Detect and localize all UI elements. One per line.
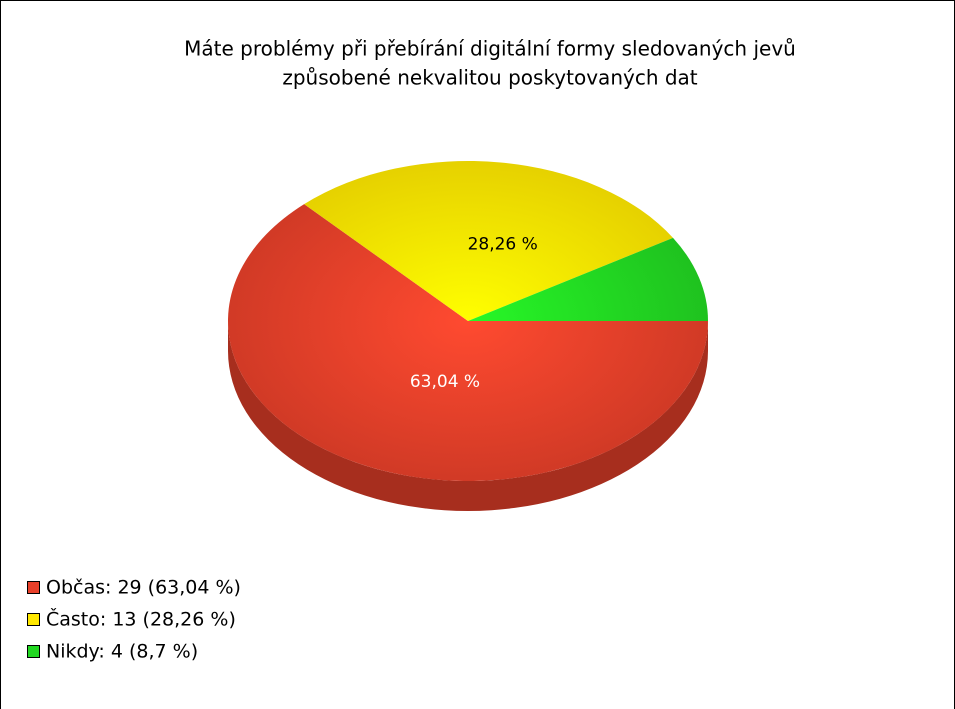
chart-title: Máte problémy při přebírání digitální fo… <box>184 37 796 61</box>
legend-swatch <box>27 613 40 626</box>
slice-label: 28,26 % <box>468 235 538 255</box>
slice <box>468 237 708 321</box>
legend-label: Často: 13 (28,26 %) <box>46 607 236 631</box>
slice <box>227 204 708 481</box>
chart-title: způsobené nekvalitou poskytovaných dat <box>282 66 697 90</box>
legend-swatch <box>27 645 40 658</box>
legend-swatch <box>27 581 40 594</box>
slice-label: 63,04 % <box>410 372 480 392</box>
slice <box>304 161 674 321</box>
slice-side <box>228 321 708 511</box>
legend-label: Nikdy: 4 (8,7 %) <box>46 641 198 663</box>
legend-label: Občas: 29 (63,04 %) <box>46 577 241 599</box>
